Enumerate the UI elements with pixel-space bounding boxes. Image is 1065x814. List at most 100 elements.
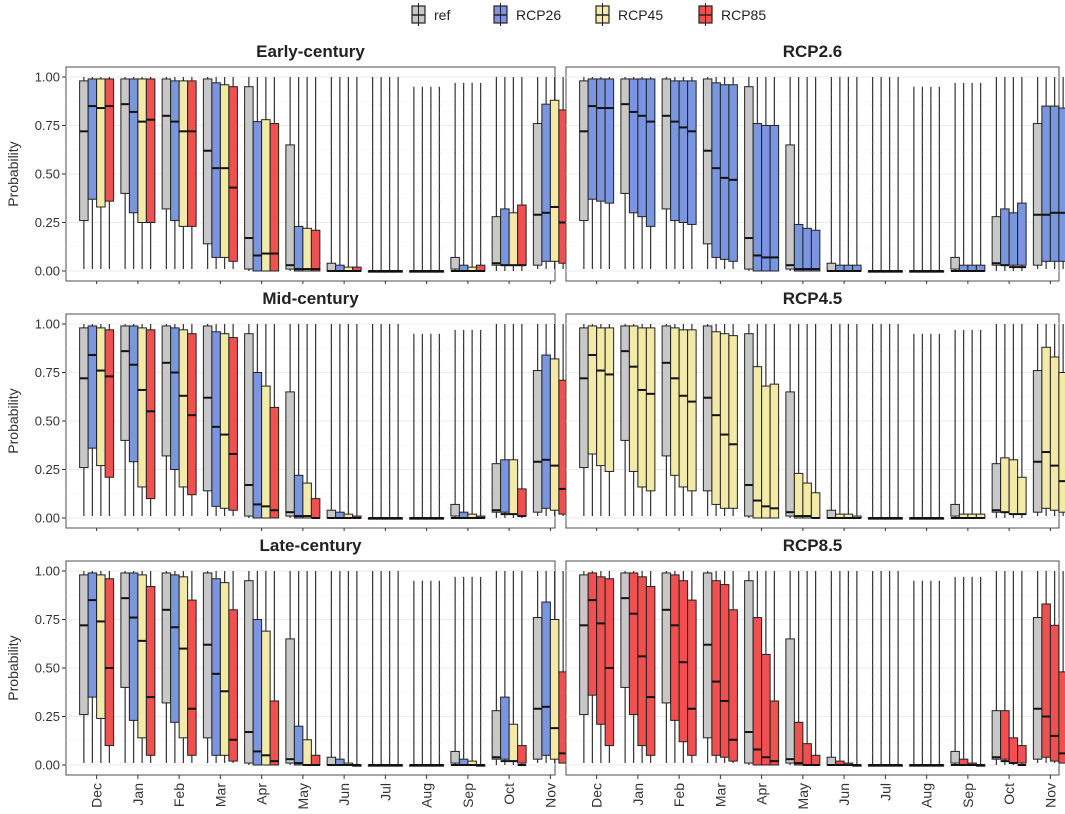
outlier-point [462, 210, 465, 212]
outlier-point [856, 418, 858, 420]
outlier-point [430, 350, 432, 352]
outlier-point [979, 360, 982, 362]
outlier-point [388, 655, 391, 658]
outlier-point [839, 229, 841, 232]
box-Dec-RCP85 [104, 324, 115, 517]
outlier-point [979, 466, 982, 469]
outlier-point [454, 398, 456, 401]
outlier-point [954, 723, 956, 726]
outlier-point [962, 132, 965, 135]
box-Mar-RCP45 [219, 571, 230, 764]
outlier-point [371, 103, 374, 105]
box-Jul-late [893, 77, 903, 273]
outlier-point [921, 239, 924, 241]
outlier-point [971, 248, 973, 251]
outlier-point [471, 626, 473, 629]
outlier-point [871, 665, 874, 667]
outlier-point [479, 151, 482, 154]
outlier-point [897, 742, 899, 745]
outlier-point [962, 171, 965, 173]
outlier-point [356, 142, 358, 144]
outlier-point [897, 93, 899, 96]
box-body [252, 619, 263, 766]
outlier-point [880, 674, 882, 677]
outlier-point [462, 398, 465, 401]
outlier-point [371, 505, 374, 508]
outlier-point [839, 122, 841, 125]
box-body [187, 80, 197, 227]
outlier-point [962, 447, 965, 449]
outlier-point [913, 505, 915, 508]
outlier-point [856, 704, 858, 706]
box-Nov-early [1041, 77, 1051, 270]
outlier-point [339, 713, 341, 716]
outlier-point [454, 674, 456, 677]
box-body [137, 574, 147, 739]
outlier-point [938, 597, 941, 599]
outlier-point [856, 713, 858, 716]
outlier-point [847, 713, 850, 716]
outlier-point [847, 360, 850, 362]
box-body [137, 327, 147, 488]
outlier-point [371, 360, 374, 362]
box-body [744, 86, 754, 270]
box-body [587, 325, 598, 455]
outlier-point [897, 379, 899, 382]
outlier-point [938, 151, 941, 154]
box-body [211, 82, 221, 258]
outlier-point [880, 723, 882, 726]
box-body [1000, 457, 1010, 513]
outlier-point [839, 210, 841, 212]
outlier-point [880, 597, 882, 599]
outlier-point [371, 210, 374, 212]
x-tick-label-Nov: Nov [1042, 783, 1058, 808]
outlier-point [979, 636, 982, 638]
outlier-point [888, 180, 891, 183]
box-body [310, 754, 321, 766]
outlier-point [856, 636, 858, 638]
outlier-point [330, 626, 333, 629]
outlier-point [462, 418, 465, 420]
box-Jun-late [852, 324, 862, 519]
x-tick-label-Sep: Sep [960, 783, 976, 808]
outlier-point [454, 723, 456, 726]
outlier-point [471, 427, 473, 430]
outlier-point [979, 398, 982, 401]
outlier-point [413, 258, 415, 261]
outlier-point [962, 713, 965, 716]
outlier-point [388, 248, 391, 251]
outlier-point [430, 190, 432, 193]
outlier-point [430, 607, 432, 609]
box-Mar-early [711, 77, 721, 270]
x-tick-label-Jul: Jul [877, 783, 893, 801]
outlier-point [839, 219, 841, 222]
box-body [104, 578, 115, 747]
outlier-point [388, 389, 391, 391]
outlier-point [962, 476, 965, 479]
box-body [302, 482, 312, 519]
outlier-point [471, 113, 473, 115]
box-body [500, 208, 510, 266]
outlier-point [897, 340, 899, 343]
box-Jul-mid [884, 77, 895, 273]
outlier-point [938, 142, 941, 144]
outlier-point [897, 645, 899, 648]
outlier-point [871, 379, 874, 382]
outlier-point [830, 210, 833, 212]
outlier-point [938, 655, 941, 658]
outlier-point [454, 142, 456, 144]
outlier-point [471, 161, 473, 164]
outlier-point [962, 239, 965, 241]
outlier-point [880, 742, 882, 745]
outlier-point [471, 398, 473, 401]
outlier-point [438, 248, 441, 251]
outlier-point [930, 340, 932, 343]
outlier-point [430, 684, 432, 687]
outlier-point [438, 132, 441, 135]
box-Sep-RCP45 [467, 576, 477, 766]
box-May-ref [785, 324, 795, 518]
outlier-point [971, 694, 973, 696]
y-tick-label: 0.75 [35, 612, 60, 627]
outlier-point [871, 219, 874, 222]
outlier-point [913, 408, 915, 411]
